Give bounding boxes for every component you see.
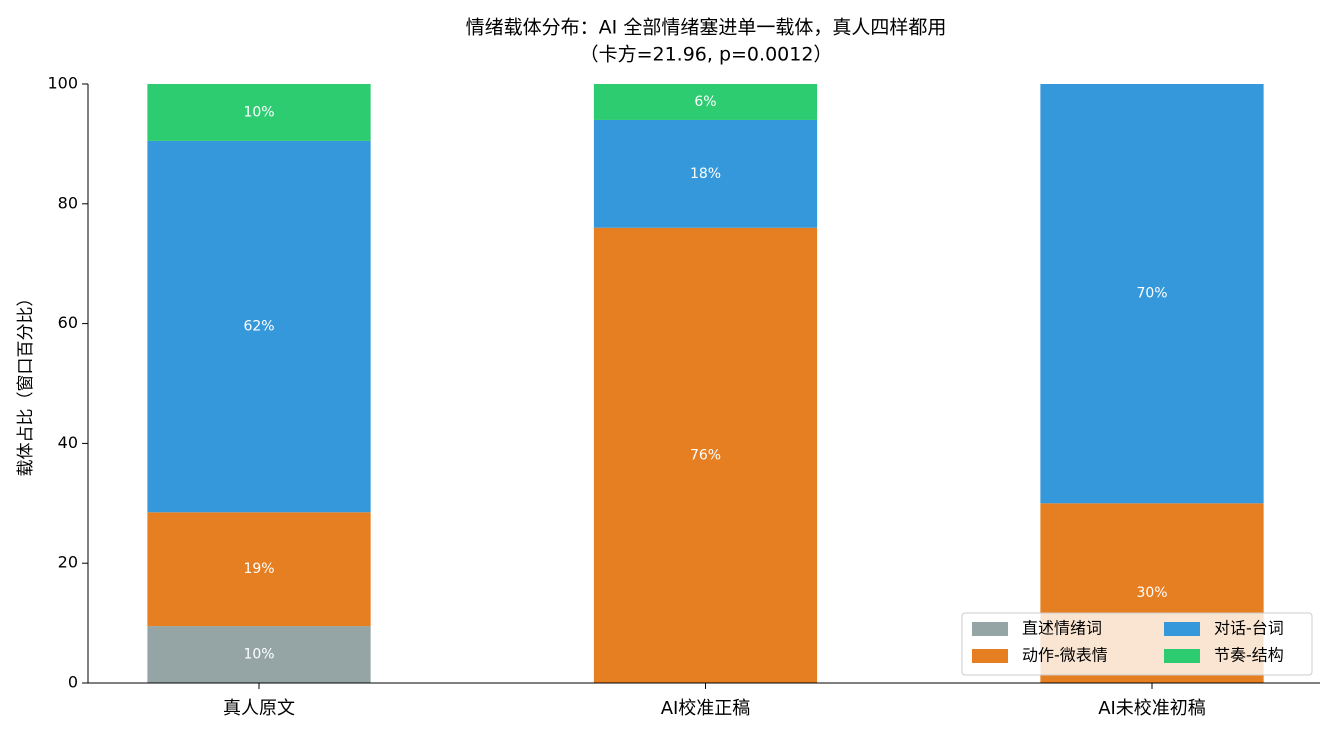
y-tick-label: 40 xyxy=(58,433,78,452)
value-label: 76% xyxy=(690,447,721,463)
y-tick-label: 80 xyxy=(58,193,78,212)
legend-label: 节奏-结构 xyxy=(1214,646,1284,665)
legend-label: 直述情绪词 xyxy=(1022,619,1102,638)
y-tick-label: 0 xyxy=(68,673,78,692)
bar-segment xyxy=(147,512,371,627)
value-label: 6% xyxy=(694,94,716,110)
value-label: 10% xyxy=(243,104,274,120)
chart-title: 情绪载体分布：AI 全部情绪塞进单一载体，真人四样都用 xyxy=(466,17,947,39)
legend-box xyxy=(961,612,1313,676)
legend-swatch xyxy=(972,622,1008,636)
value-label: 30% xyxy=(1136,585,1167,601)
bar-segment xyxy=(1040,84,1264,504)
value-label: 19% xyxy=(243,561,274,577)
legend-swatch xyxy=(1164,622,1200,636)
chart-subtitle: （卡方=21.96, p=0.0012） xyxy=(580,44,833,66)
value-label: 10% xyxy=(243,647,274,663)
bar-segment xyxy=(147,626,371,683)
x-tick-label: AI校准正稿 xyxy=(661,698,751,719)
legend-swatch xyxy=(972,649,1008,663)
y-tick-label: 100 xyxy=(47,74,78,93)
y-tick-label: 60 xyxy=(58,313,78,332)
legend-label: 动作-微表情 xyxy=(1022,646,1108,665)
y-axis-label: 载体占比（窗口百分比） xyxy=(16,290,36,477)
bar-segment xyxy=(147,84,371,141)
value-label: 70% xyxy=(1136,286,1167,302)
legend-label: 对话-台词 xyxy=(1214,619,1284,638)
bar-segment xyxy=(593,227,818,683)
bar-segment xyxy=(593,119,818,228)
bar-segment xyxy=(147,140,371,513)
legend-swatch xyxy=(1164,649,1200,663)
value-label: 62% xyxy=(243,319,274,335)
value-label: 18% xyxy=(690,166,721,182)
x-tick-label: 真人原文 xyxy=(223,698,295,719)
bar-segment xyxy=(593,84,818,120)
x-tick-label: AI未校准初稿 xyxy=(1098,698,1206,719)
y-tick-label: 20 xyxy=(58,553,78,572)
